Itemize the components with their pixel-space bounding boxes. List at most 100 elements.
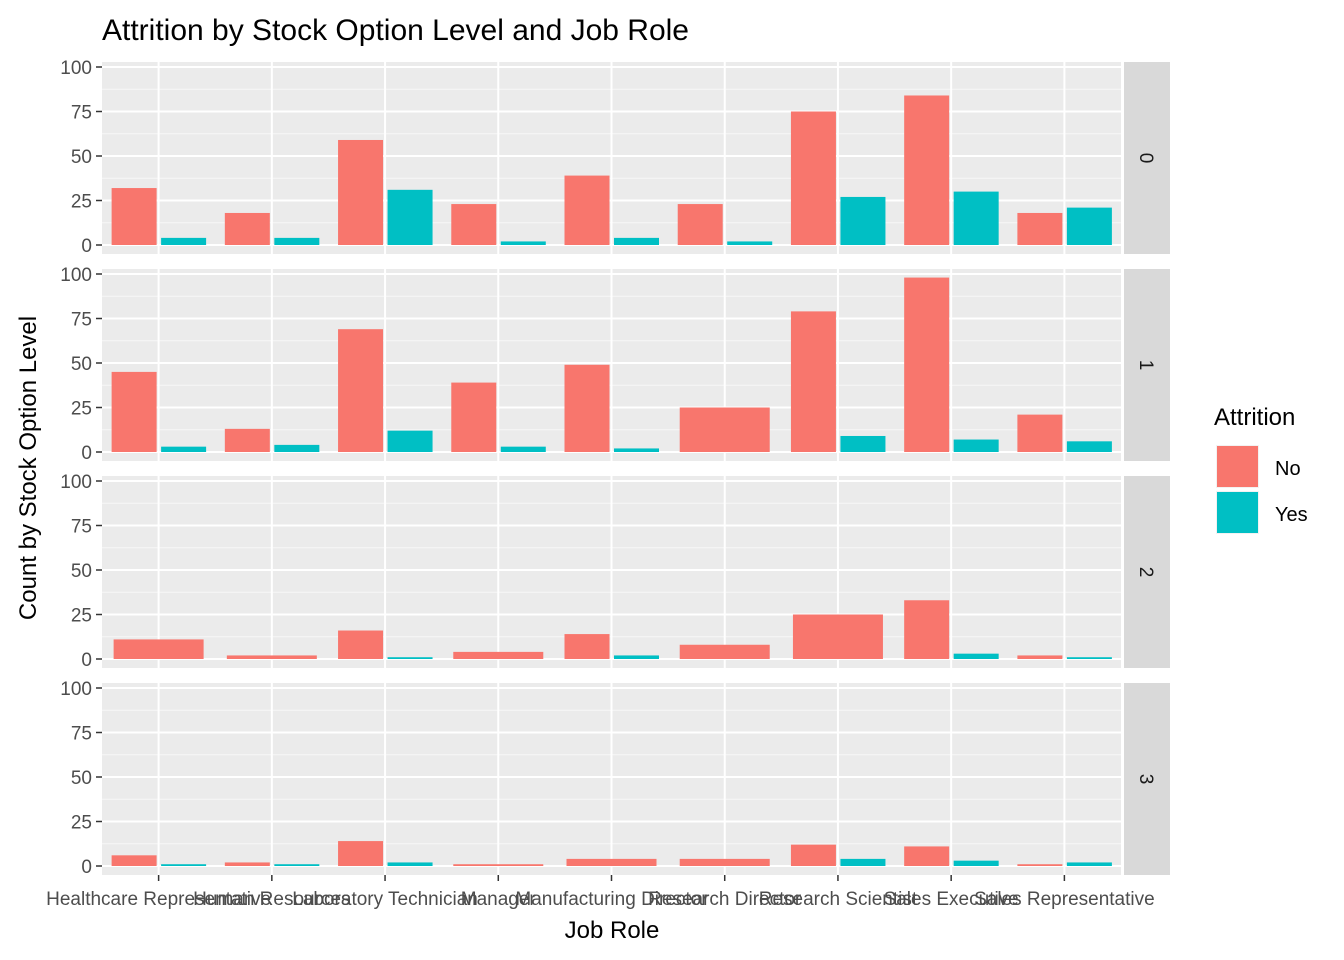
x-tick-label: Research Scientist <box>759 889 918 910</box>
legend-key-yes <box>1217 492 1258 533</box>
bar-no <box>1017 655 1063 659</box>
bar-no <box>111 188 157 245</box>
bar-yes <box>1066 441 1112 452</box>
legend-label-no: No <box>1275 458 1301 480</box>
facet-strip-label: 3 <box>1135 774 1156 785</box>
y-tick-label: 25 <box>71 192 92 213</box>
bar-no <box>1017 864 1063 866</box>
bar-no <box>451 204 497 245</box>
bar-no <box>453 864 544 866</box>
facet-strip-label: 2 <box>1135 567 1156 578</box>
bar-yes <box>1066 862 1112 866</box>
x-tick-label: Sales Executive <box>884 889 1019 910</box>
y-tick-label: 75 <box>71 310 92 331</box>
x-tick-label: Sales Representative <box>974 889 1155 910</box>
facet-strip <box>1124 476 1170 668</box>
x-tick-label: Manager <box>461 889 537 910</box>
bar-no <box>338 630 384 659</box>
y-tick-label: 100 <box>60 58 92 79</box>
y-tick-label: 75 <box>71 724 92 745</box>
bar-no <box>451 382 497 452</box>
y-tick-label: 0 <box>81 857 92 878</box>
legend-key-no <box>1217 446 1258 487</box>
x-tick-label: Healthcare Representative <box>46 889 271 910</box>
bar-no <box>226 655 317 659</box>
bar-yes <box>614 448 659 452</box>
y-tick-label: 25 <box>71 399 92 420</box>
bar-yes <box>953 860 999 866</box>
legend-title: Attrition <box>1214 404 1295 431</box>
bar-no <box>790 111 836 245</box>
facet-strip-label: 0 <box>1135 153 1156 164</box>
y-tick-label: 50 <box>71 561 92 582</box>
bar-no <box>904 277 950 452</box>
bar-yes <box>840 196 886 245</box>
chart-title: Attrition by Stock Option Level and Job … <box>102 14 689 47</box>
x-axis-label: Job Role <box>565 917 660 944</box>
bar-yes <box>614 655 659 659</box>
bar-yes <box>500 446 546 452</box>
y-tick-label: 50 <box>71 147 92 168</box>
bar-yes <box>614 237 659 245</box>
legend: Attrition No Yes <box>1214 404 1308 534</box>
bar-no <box>224 212 270 245</box>
bar-no <box>224 428 270 452</box>
bar-no <box>904 600 950 659</box>
bar-no <box>677 204 723 245</box>
facet-strip <box>1124 269 1170 461</box>
bar-no <box>111 855 157 866</box>
bar-no <box>338 329 384 452</box>
y-tick-label: 100 <box>60 679 92 700</box>
bar-no <box>1017 212 1063 245</box>
panel-0: 0 25 50 75 100 0 <box>60 58 1170 257</box>
x-tick-label: Human Resources <box>193 889 350 910</box>
bar-yes <box>1066 207 1112 245</box>
facet-strip <box>1124 683 1170 875</box>
bar-yes <box>387 862 433 866</box>
x-tick-label: Laboratory Technician <box>292 889 478 910</box>
bar-no <box>1017 414 1063 452</box>
bar-no <box>679 407 770 452</box>
y-tick-label: 100 <box>60 265 92 286</box>
bar-no <box>904 95 950 245</box>
bar-no <box>564 364 610 452</box>
panel-3: 0 25 50 75 100 3 <box>60 679 1170 878</box>
bar-yes <box>953 653 999 659</box>
bar-yes <box>387 430 433 452</box>
bar-yes <box>727 241 773 245</box>
panel-2: 0 25 50 75 100 2 <box>60 472 1170 671</box>
panels: 0 25 50 75 100 0 0 25 50 75 100 1 0 25 50 75 100 2 0 25 50 75… <box>60 58 1170 878</box>
bar-yes <box>840 435 886 452</box>
bar-no <box>904 846 950 866</box>
bar-no <box>792 614 883 659</box>
facet-strip <box>1124 62 1170 254</box>
bar-no <box>453 651 544 659</box>
bar-yes <box>161 864 207 866</box>
y-tick-label: 0 <box>81 650 92 671</box>
bar-no <box>111 371 157 452</box>
bar-no <box>338 841 384 866</box>
y-axis-label: Count by Stock Option Level <box>15 316 42 620</box>
x-tick-label: Research Director <box>648 889 802 910</box>
bar-no <box>338 139 384 245</box>
y-tick-label: 75 <box>71 517 92 538</box>
y-tick-label: 25 <box>71 606 92 627</box>
bar-yes <box>840 858 886 866</box>
bar-yes <box>161 237 207 245</box>
bar-no <box>790 311 836 452</box>
y-tick-label: 0 <box>81 443 92 464</box>
bar-yes <box>387 189 433 245</box>
legend-label-yes: Yes <box>1275 504 1308 526</box>
bar-yes <box>274 237 320 245</box>
bar-yes <box>500 241 546 245</box>
bar-yes <box>1066 657 1112 659</box>
bar-yes <box>274 444 320 452</box>
y-tick-label: 50 <box>71 768 92 789</box>
panel-1: 0 25 50 75 100 1 <box>60 265 1170 464</box>
bar-yes <box>161 446 207 452</box>
bar-no <box>790 844 836 866</box>
bar-yes <box>387 657 433 659</box>
bar-yes <box>274 864 320 866</box>
